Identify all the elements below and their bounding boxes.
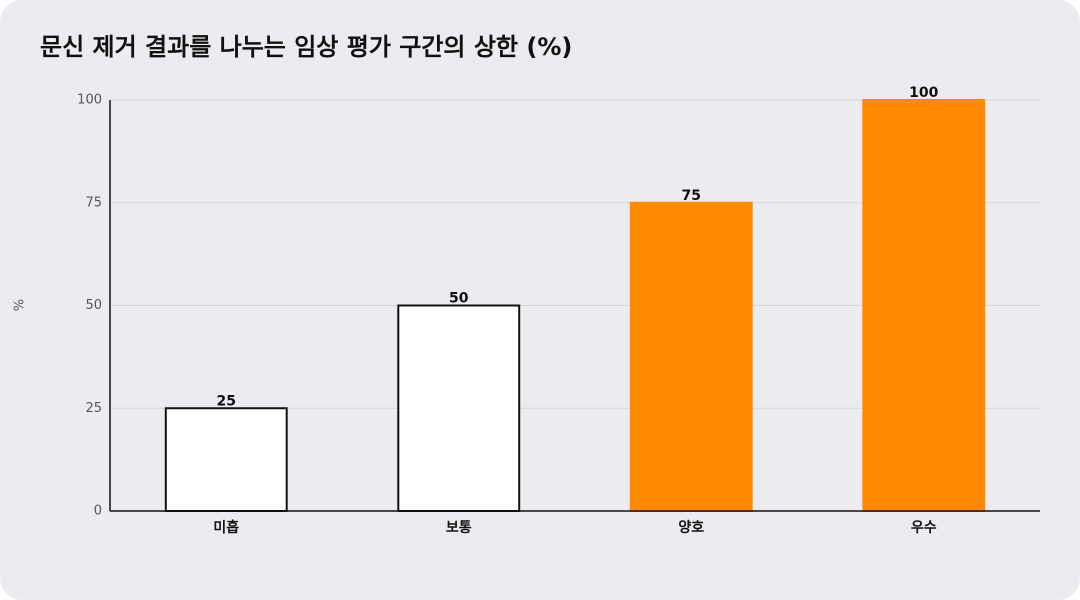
x-tick-label: 보통 — [446, 520, 472, 536]
y-tick-label: 0 — [94, 504, 102, 519]
value-label: 50 — [449, 291, 469, 307]
y-tick-label: 75 — [85, 195, 102, 210]
value-label: 100 — [909, 85, 938, 101]
chart-title: 문신 제거 결과를 나누는 임상 평가 구간의 상한 (%) — [40, 33, 572, 61]
x-tick-label: 우수 — [911, 520, 937, 536]
bar — [164, 407, 288, 512]
y-tick-label: 25 — [85, 401, 102, 416]
bar — [397, 304, 521, 512]
y-tick-label: 50 — [85, 298, 102, 313]
value-label: 25 — [217, 393, 236, 409]
bar — [629, 201, 753, 512]
x-tick-label: 양호 — [678, 520, 704, 536]
y-tick-label: 100 — [77, 93, 102, 108]
y-axis-label: % — [13, 299, 28, 311]
bar — [862, 99, 986, 512]
x-tick-label: 미흡 — [213, 519, 239, 536]
value-label: 75 — [682, 188, 701, 204]
